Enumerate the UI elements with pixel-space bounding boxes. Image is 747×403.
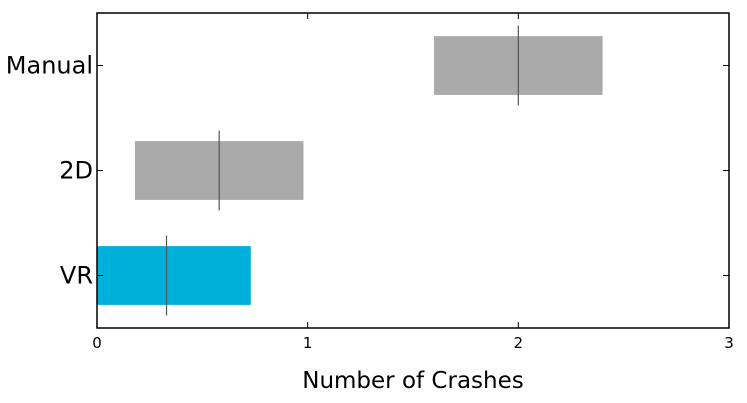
x-tick-label-2: 2 xyxy=(514,334,524,352)
x-axis-title: Number of Crashes xyxy=(302,368,524,394)
x-tick-label-1: 1 xyxy=(303,334,313,352)
y-tick-label-2d: 2D xyxy=(59,157,93,185)
y-tick-label-manual: Manual xyxy=(6,52,93,80)
y-tick-label-vr: VR xyxy=(60,262,93,290)
box-vr xyxy=(97,246,251,305)
x-tick-label-3: 3 xyxy=(724,334,734,352)
x-tick-label-0: 0 xyxy=(92,334,102,352)
